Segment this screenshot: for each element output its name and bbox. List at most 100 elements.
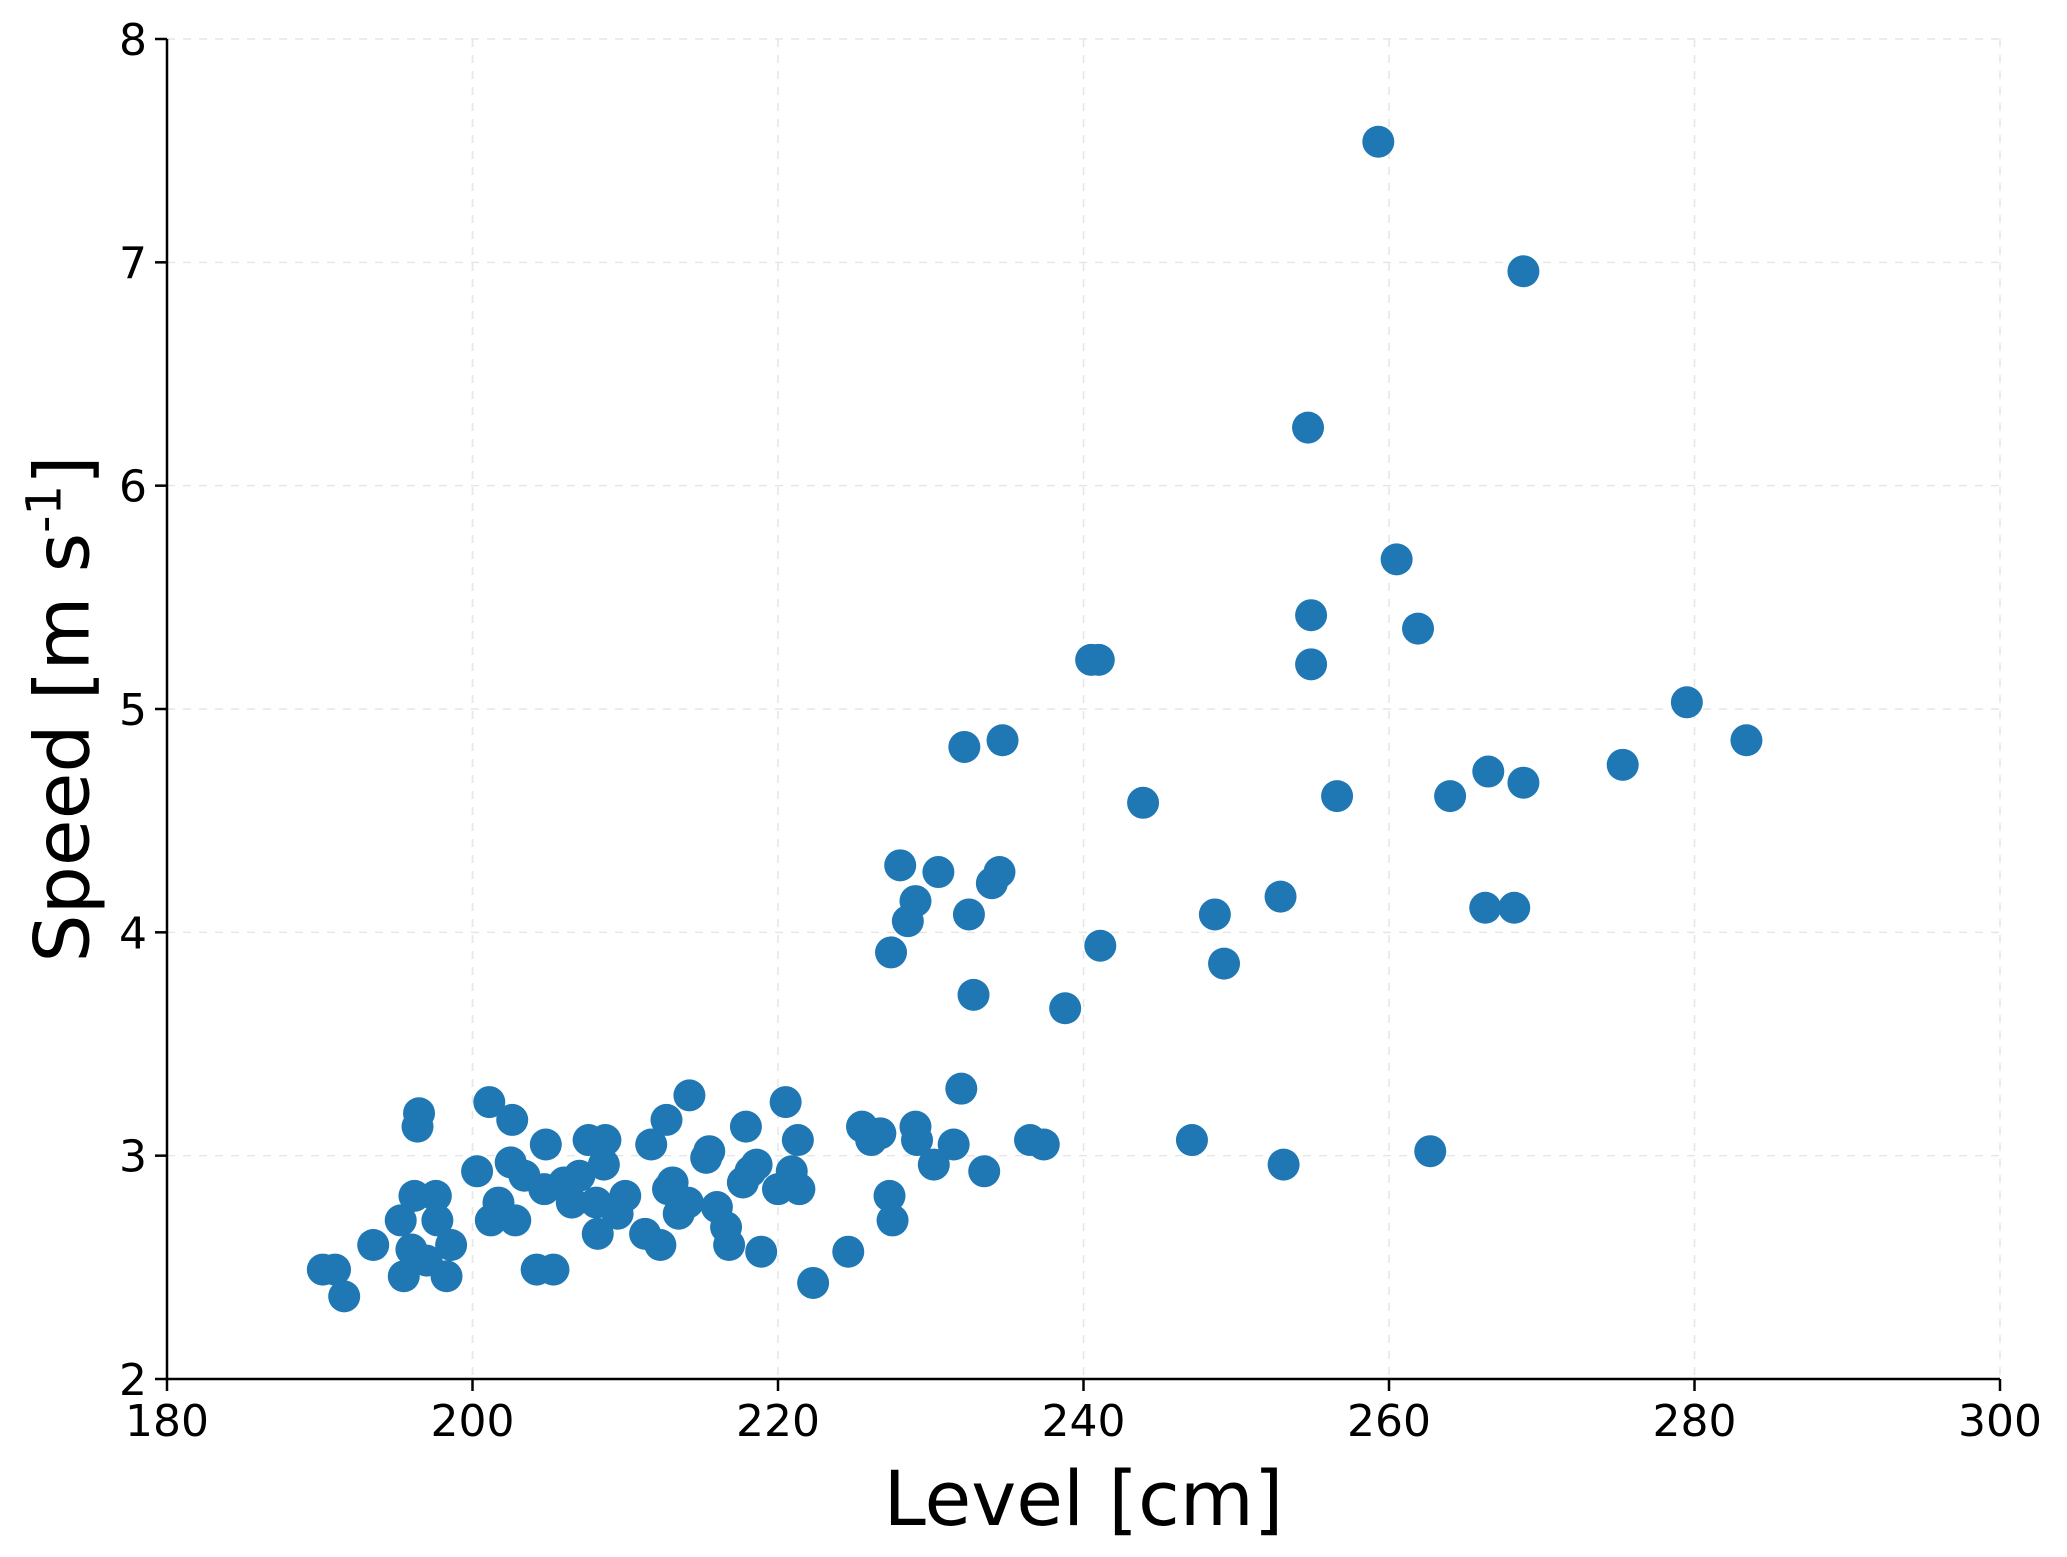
data-point [587,1148,620,1181]
y-tick-label: 5 [119,685,147,736]
data-point [1730,724,1763,757]
data-point [328,1280,361,1313]
data-point [1264,880,1297,913]
data-point [713,1229,746,1261]
data-point [1414,1135,1447,1168]
data-point [357,1229,390,1261]
grid [167,38,2001,1379]
data-point [1498,891,1531,924]
data-point [319,1253,352,1286]
data-point [419,1179,452,1212]
data-point [986,724,1019,757]
data-point [948,730,981,763]
data-point [917,1148,950,1181]
data-point [529,1128,562,1161]
data-point [1175,1124,1208,1157]
data-point [1267,1148,1300,1181]
data-point [968,1155,1001,1188]
x-axis-title: Level [cm] [884,1454,1284,1543]
data-point [1027,1128,1060,1161]
y-tick-label: 4 [119,908,147,959]
y-tick-label: 8 [119,15,147,66]
data-point [537,1253,570,1286]
data-point [473,1086,506,1119]
data-point [899,885,932,918]
data-point [563,1159,596,1192]
data-point [740,1148,773,1181]
data-point [1402,612,1435,645]
data-point [581,1217,614,1250]
data-point [693,1135,726,1168]
data-point [1606,748,1639,781]
data-point [499,1204,532,1237]
data-point [671,1186,704,1219]
data-point [957,978,990,1011]
x-tick-label: 260 [1347,1396,1431,1447]
data-point [1127,786,1160,819]
y-axis-title: Speed [m s-1] [17,455,107,962]
data-point [781,1124,814,1157]
data-points [306,125,1763,1313]
data-point [384,1204,417,1237]
data-point [832,1235,865,1268]
data-point [937,1128,970,1161]
data-point [922,856,955,889]
data-point [430,1260,463,1293]
data-point [729,1110,762,1143]
data-point [609,1179,642,1212]
y-axis-title-close: ] [18,455,107,485]
data-point [1082,643,1115,676]
data-point [952,898,985,931]
data-point [783,1173,816,1206]
data-point [864,1117,897,1150]
data-point [1321,780,1354,813]
y-axis-ticks: 2 3 4 5 6 7 8 [119,15,167,1406]
data-point [435,1229,468,1261]
data-point [1670,686,1703,719]
x-axis-ticks: 180 200 220 240 260 280 300 [125,1379,2042,1447]
data-point [1049,992,1082,1025]
data-point [875,936,908,969]
data-point [421,1204,454,1237]
x-tick-label: 300 [1958,1396,2042,1447]
data-point [769,1086,802,1119]
data-point [461,1155,494,1188]
data-point [1295,599,1328,632]
data-point [650,1103,683,1136]
y-tick-label: 7 [119,238,147,289]
data-point [1469,891,1502,924]
x-tick-label: 280 [1653,1396,1737,1447]
y-axis-title-superscript: -1 [17,485,73,533]
y-tick-label: 3 [119,1132,147,1183]
data-point [1507,255,1540,288]
data-point [1198,898,1231,931]
data-point [1292,411,1325,444]
data-point [876,1204,909,1237]
data-point [496,1103,529,1136]
data-point [1380,543,1413,576]
data-point [983,856,1016,889]
data-point [1295,648,1328,681]
data-point [745,1235,778,1268]
data-point [873,1179,906,1212]
data-point [1507,766,1540,799]
y-axis-title-main: Speed [m s [18,533,107,963]
data-point [635,1128,668,1161]
x-tick-label: 240 [1042,1396,1126,1447]
y-tick-label: 2 [119,1355,147,1406]
data-point [1434,780,1467,813]
data-point [1362,125,1395,158]
data-point [644,1229,677,1261]
data-point [945,1072,978,1105]
y-tick-label: 6 [119,462,147,513]
data-point [387,1260,420,1293]
data-point [884,849,917,882]
data-point [1084,929,1117,962]
x-tick-label: 180 [125,1396,209,1447]
x-tick-label: 200 [431,1396,515,1447]
x-tick-label: 220 [736,1396,820,1447]
data-point [1208,947,1241,980]
data-point [589,1124,622,1157]
